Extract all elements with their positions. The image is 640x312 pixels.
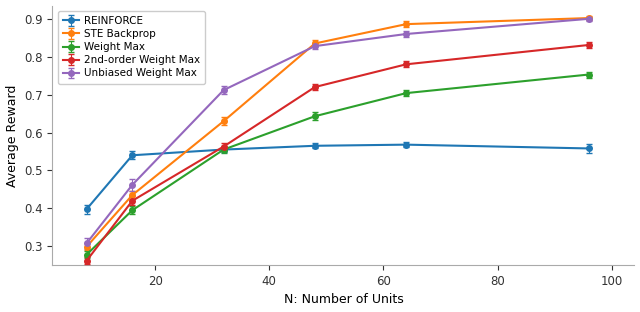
Legend: REINFORCE, STE Backprop, Weight Max, 2nd-order Weight Max, Unbiased Weight Max: REINFORCE, STE Backprop, Weight Max, 2nd… xyxy=(58,11,205,84)
Y-axis label: Average Reward: Average Reward xyxy=(6,84,19,187)
X-axis label: N: Number of Units: N: Number of Units xyxy=(284,294,403,306)
